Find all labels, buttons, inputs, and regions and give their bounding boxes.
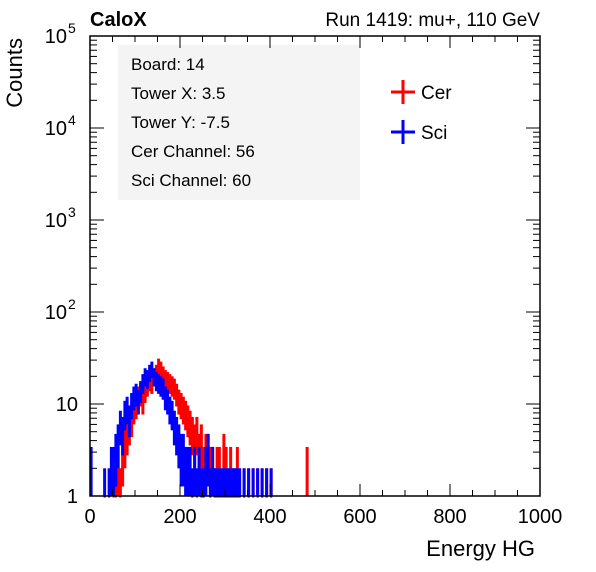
x-tick-label: 600 xyxy=(343,506,376,528)
y-tick-exponent: 2 xyxy=(68,296,76,312)
x-axis-label: Energy HG xyxy=(426,536,535,561)
info-tower-y: Tower Y: -7.5 xyxy=(131,113,230,132)
x-tick-label: 800 xyxy=(433,506,466,528)
x-tick-label: 1000 xyxy=(518,506,563,528)
experiment-label: CaloX xyxy=(90,9,147,31)
y-tick-exponent: 4 xyxy=(68,112,76,128)
y-tick-label: 10 xyxy=(45,302,67,324)
x-tick-label: 200 xyxy=(163,506,196,528)
info-cer-channel: Cer Channel: 56 xyxy=(131,142,255,161)
y-tick-label: 10 xyxy=(56,394,78,416)
y-tick-label: 10 xyxy=(45,26,67,48)
y-tick-exponent: 5 xyxy=(68,20,76,36)
y-tick-label: 10 xyxy=(45,118,67,140)
legend-label: Cer xyxy=(421,83,452,104)
y-tick-label: 10 xyxy=(45,210,67,232)
x-axis: 0 200 400 600 800 1000 xyxy=(84,36,562,528)
info-sci-channel: Sci Channel: 60 xyxy=(131,171,251,190)
info-box-background xyxy=(118,45,360,200)
info-tower-x: Tower X: 3.5 xyxy=(131,84,226,103)
y-tick-exponent: 3 xyxy=(68,204,76,220)
run-label: Run 1419: mu+, 110 GeV xyxy=(325,10,540,31)
info-board: Board: 14 xyxy=(131,55,205,74)
y-axis-label: Counts xyxy=(2,38,27,108)
x-tick-label: 400 xyxy=(253,506,286,528)
x-tick-label: 0 xyxy=(84,506,95,528)
y-tick-label: 1 xyxy=(67,486,78,508)
legend-label: Sci xyxy=(421,123,447,144)
info-box: Board: 14 Tower X: 3.5 Tower Y: -7.5 Cer… xyxy=(118,45,360,200)
legend: Cer Sci xyxy=(391,80,452,144)
